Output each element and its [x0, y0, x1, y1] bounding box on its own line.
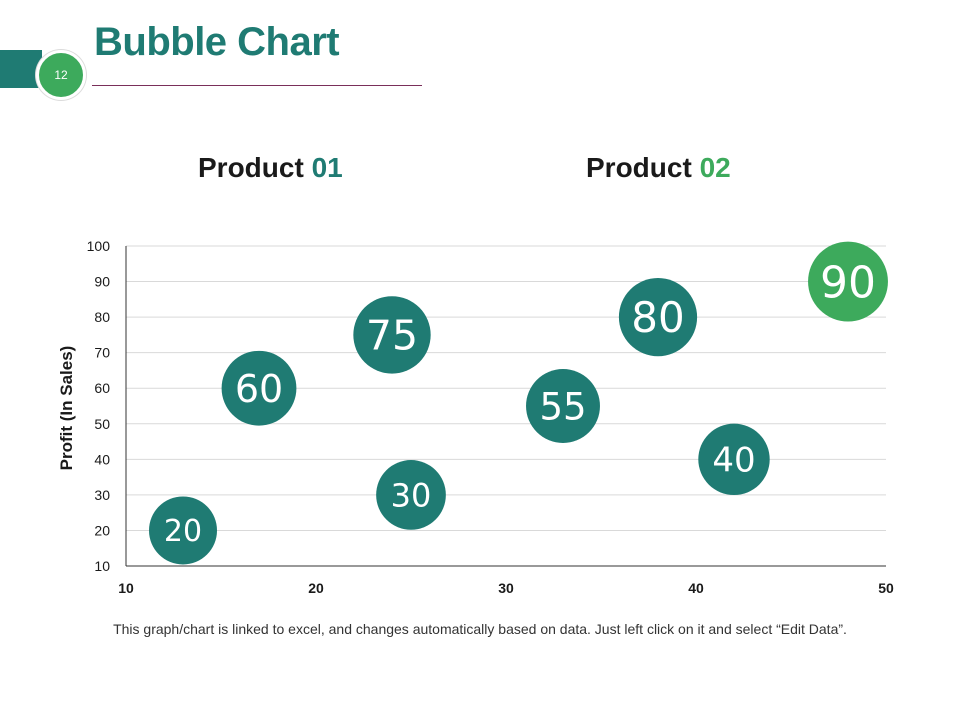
bubble-data-label: 55	[539, 385, 586, 428]
bubble-data-label: 60	[235, 367, 283, 411]
bubble-point	[376, 460, 446, 530]
bubble-data-label: 40	[712, 441, 755, 481]
bubble-point	[808, 241, 888, 322]
y-tick-label: 10	[94, 558, 110, 574]
y-tick-label: 70	[94, 345, 110, 361]
x-tick-label: 40	[688, 580, 704, 596]
bubble-data-label: 30	[391, 476, 432, 514]
title-underline	[92, 85, 422, 86]
x-tick-label: 20	[308, 580, 324, 596]
y-tick-label: 50	[94, 416, 110, 432]
bubble-point	[526, 369, 600, 443]
bubble-point	[221, 350, 297, 426]
bubble-data-label: 20	[164, 514, 202, 549]
chart-footnote: This graph/chart is linked to excel, and…	[113, 621, 847, 637]
product-01-heading: Product 01	[198, 152, 343, 184]
x-tick-label: 30	[498, 580, 514, 596]
bubble-point	[149, 496, 217, 565]
y-tick-label: 80	[94, 309, 110, 325]
y-tick-label: 90	[94, 274, 110, 290]
bubble-data-label: 80	[631, 293, 684, 342]
bubble-point	[618, 278, 698, 357]
product-01-label: Product	[198, 152, 304, 183]
bubble-point	[698, 423, 770, 496]
x-tick-label: 10	[118, 580, 134, 596]
slide-number-badge: 12	[36, 50, 86, 100]
product-02-label: Product	[586, 152, 692, 183]
bubble-point	[353, 296, 431, 374]
bubble-data-label: 90	[820, 257, 876, 308]
y-tick-label: 30	[94, 487, 110, 503]
y-axis-label: Profit (In Sales)	[57, 346, 76, 471]
x-tick-label: 50	[878, 580, 894, 596]
product-02-heading: Product 02	[586, 152, 731, 184]
header-accent-bar	[0, 50, 42, 88]
y-tick-label: 40	[94, 451, 110, 467]
y-tick-label: 100	[87, 238, 111, 254]
bubble-data-label: 75	[366, 312, 418, 360]
page-title: Bubble Chart	[94, 20, 340, 64]
product-01-number: 01	[311, 152, 343, 183]
product-02-number: 02	[699, 152, 731, 183]
y-tick-label: 60	[94, 380, 110, 396]
y-tick-label: 20	[94, 522, 110, 538]
